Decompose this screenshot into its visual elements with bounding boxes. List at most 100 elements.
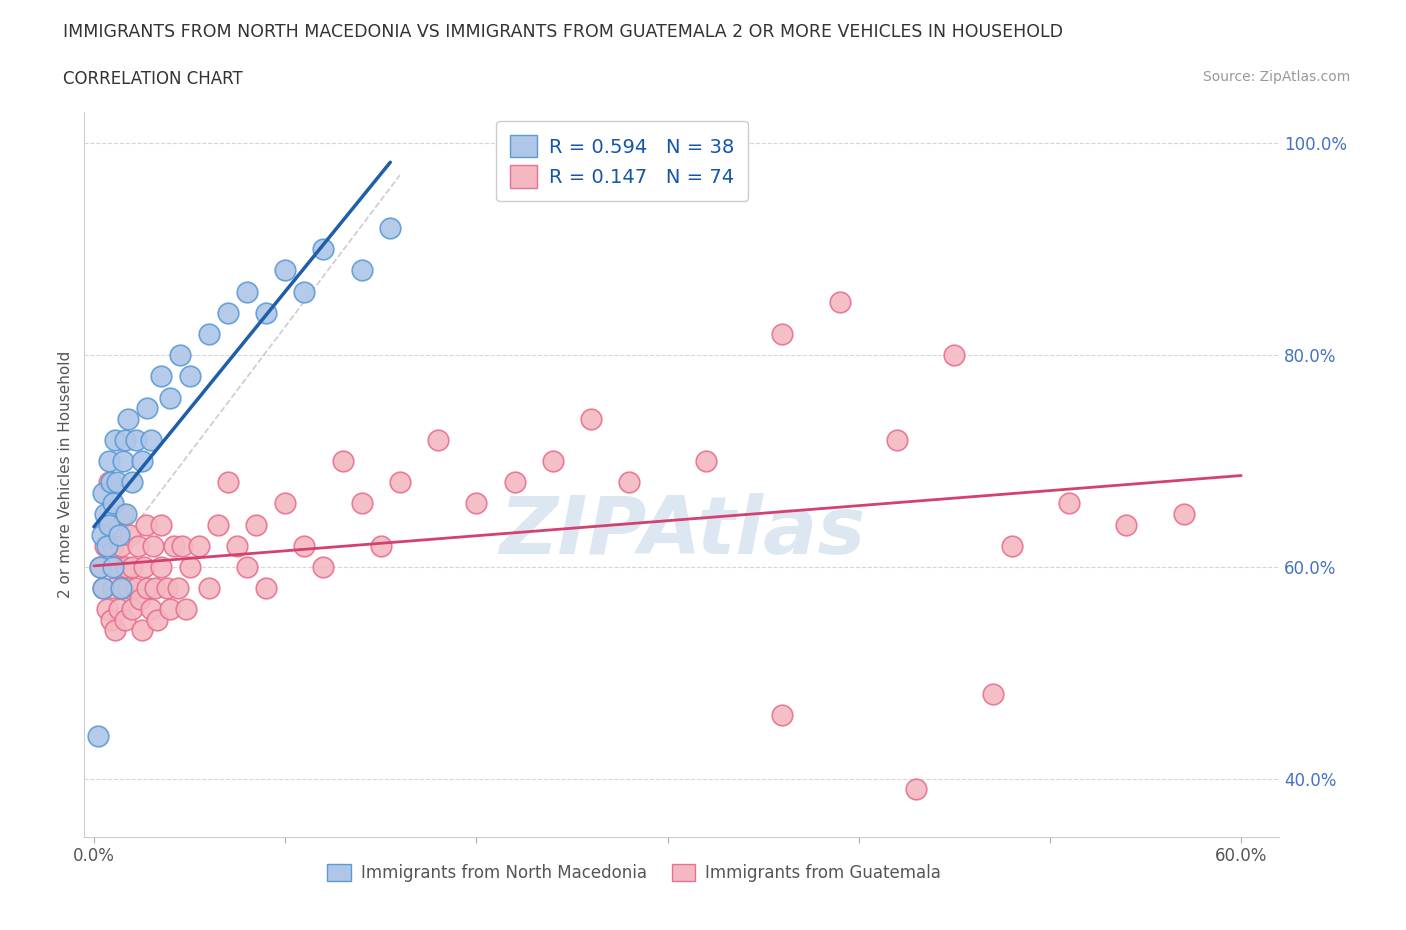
Y-axis label: 2 or more Vehicles in Household: 2 or more Vehicles in Household — [58, 351, 73, 598]
Point — [143, 580, 166, 595]
Point — [100, 613, 122, 628]
Point — [350, 263, 373, 278]
Point — [828, 295, 851, 310]
Point — [905, 782, 928, 797]
Point — [1057, 496, 1080, 511]
Point — [100, 475, 122, 490]
Point — [101, 580, 124, 595]
Point — [87, 729, 110, 744]
Text: IMMIGRANTS FROM NORTH MACEDONIA VS IMMIGRANTS FROM GUATEMALA 2 OR MORE VEHICLES : IMMIGRANTS FROM NORTH MACEDONIA VS IMMIG… — [63, 23, 1063, 41]
Point — [98, 517, 121, 532]
Point — [96, 538, 118, 553]
Point — [236, 560, 259, 575]
Point — [370, 538, 392, 553]
Point — [111, 580, 134, 595]
Point — [101, 496, 124, 511]
Point — [163, 538, 186, 553]
Text: Source: ZipAtlas.com: Source: ZipAtlas.com — [1202, 70, 1350, 84]
Point — [107, 527, 129, 542]
Point — [117, 580, 139, 595]
Point — [115, 507, 138, 522]
Point — [695, 454, 717, 469]
Point — [110, 580, 132, 595]
Point — [128, 591, 150, 606]
Point — [1115, 517, 1137, 532]
Point — [1173, 507, 1195, 522]
Point — [292, 538, 315, 553]
Point — [170, 538, 193, 553]
Point — [159, 390, 181, 405]
Point — [274, 263, 297, 278]
Point — [90, 527, 112, 542]
Point — [380, 220, 402, 235]
Point — [135, 517, 157, 532]
Point — [254, 305, 277, 320]
Point — [105, 560, 128, 575]
Point — [245, 517, 267, 532]
Point — [149, 517, 172, 532]
Point — [332, 454, 354, 469]
Point — [167, 580, 190, 595]
Point — [169, 348, 191, 363]
Point — [93, 580, 115, 595]
Point — [107, 602, 129, 617]
Point — [114, 432, 136, 447]
Point — [226, 538, 249, 553]
Point — [93, 485, 115, 500]
Point — [96, 602, 118, 617]
Point — [197, 580, 219, 595]
Point — [136, 580, 159, 595]
Point — [770, 708, 793, 723]
Point — [312, 242, 335, 257]
Point — [101, 538, 124, 553]
Point — [981, 686, 1004, 701]
Point — [132, 560, 155, 575]
Point — [141, 602, 163, 617]
Point — [146, 613, 169, 628]
Point — [104, 432, 127, 447]
Point — [174, 602, 197, 617]
Point — [217, 305, 239, 320]
Point — [149, 560, 172, 575]
Point — [207, 517, 229, 532]
Point — [93, 580, 115, 595]
Point — [127, 538, 149, 553]
Point — [292, 285, 315, 299]
Text: ZIPAtlas: ZIPAtlas — [499, 493, 865, 571]
Point — [111, 507, 134, 522]
Point — [121, 560, 143, 575]
Point — [125, 580, 148, 595]
Point — [104, 623, 127, 638]
Point — [179, 369, 201, 384]
Point — [579, 411, 602, 426]
Point — [217, 475, 239, 490]
Point — [274, 496, 297, 511]
Point — [503, 475, 526, 490]
Point — [121, 475, 143, 490]
Legend: Immigrants from North Macedonia, Immigrants from Guatemala: Immigrants from North Macedonia, Immigra… — [319, 856, 949, 890]
Point — [131, 454, 153, 469]
Text: CORRELATION CHART: CORRELATION CHART — [63, 70, 243, 87]
Point — [105, 475, 128, 490]
Point — [465, 496, 488, 511]
Point — [943, 348, 966, 363]
Point — [115, 560, 138, 575]
Point — [619, 475, 641, 490]
Point — [98, 517, 121, 532]
Point — [142, 538, 165, 553]
Point — [427, 432, 450, 447]
Point — [131, 623, 153, 638]
Point — [541, 454, 564, 469]
Point — [312, 560, 335, 575]
Point — [886, 432, 908, 447]
Point — [101, 560, 124, 575]
Point — [188, 538, 211, 553]
Point — [120, 527, 142, 542]
Point — [110, 538, 132, 553]
Point — [1001, 538, 1024, 553]
Point — [111, 454, 134, 469]
Point — [141, 432, 163, 447]
Point — [350, 496, 373, 511]
Point — [125, 432, 148, 447]
Point — [89, 560, 111, 575]
